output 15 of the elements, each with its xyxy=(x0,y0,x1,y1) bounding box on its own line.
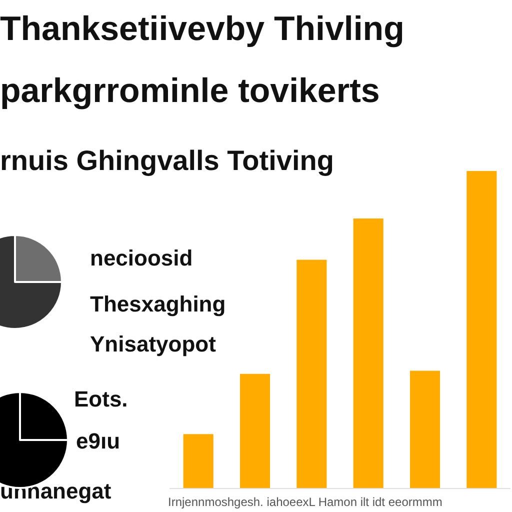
bar xyxy=(410,370,440,488)
text: Irnjennmoshgesh. iahoeexL Hamon ilt idt eeormmm xyxy=(168,495,442,509)
annotation: necioosid xyxy=(90,246,193,270)
text: rnuis Ghingvalls Totiving xyxy=(0,145,334,177)
bar xyxy=(353,218,384,488)
bar xyxy=(240,374,270,488)
bar xyxy=(296,260,327,488)
text: e9ıu xyxy=(76,428,120,454)
text: Eots. xyxy=(74,386,128,412)
annotation: Thesxaghing xyxy=(90,292,226,316)
text: Thanksetiivevby Thivling parkgrrominle tovikerts xyxy=(0,10,404,111)
text: unnanegat xyxy=(0,478,112,504)
annotation: Ynisatyopot xyxy=(90,332,217,356)
bar xyxy=(466,171,497,488)
bar xyxy=(183,434,214,488)
